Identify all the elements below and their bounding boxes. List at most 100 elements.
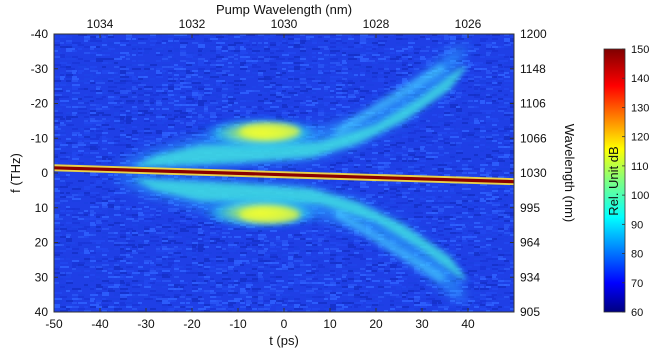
noise-pixel: [282, 256, 289, 258]
noise-pixel: [312, 224, 319, 226]
noise-pixel: [66, 230, 73, 232]
noise-pixel: [66, 104, 70, 106]
noise-pixel: [420, 202, 429, 204]
noise-pixel: [54, 230, 61, 232]
noise-pixel: [168, 40, 173, 42]
noise-pixel: [180, 216, 185, 218]
noise-pixel: [90, 204, 94, 206]
noise-pixel: [168, 128, 176, 130]
noise-pixel: [408, 54, 416, 56]
noise-pixel: [72, 252, 80, 254]
noise-pixel: [72, 146, 78, 148]
noise-pixel: [420, 232, 425, 234]
noise-pixel: [174, 34, 183, 36]
noise-pixel: [54, 82, 62, 84]
noise-pixel: [78, 186, 82, 188]
noise-pixel: [426, 198, 434, 200]
noise-pixel: [480, 134, 489, 136]
noise-pixel: [408, 66, 413, 68]
noise-pixel: [354, 164, 361, 166]
noise-pixel: [258, 236, 267, 238]
noise-pixel: [120, 118, 124, 120]
noise-pixel: [186, 96, 192, 98]
noise-pixel: [96, 186, 103, 188]
noise-pixel: [246, 86, 250, 88]
noise-pixel: [138, 218, 144, 220]
noise-pixel: [192, 92, 200, 94]
noise-pixel: [186, 56, 193, 58]
noise-pixel: [252, 44, 257, 46]
noise-pixel: [186, 80, 195, 82]
noise-pixel: [294, 62, 303, 64]
noise-pixel: [444, 134, 450, 136]
noise-pixel: [156, 260, 162, 262]
noise-pixel: [414, 186, 420, 188]
noise-pixel: [510, 56, 514, 58]
noise-pixel: [402, 154, 410, 156]
noise-pixel: [372, 66, 376, 68]
noise-pixel: [114, 62, 118, 64]
noise-pixel: [468, 132, 475, 134]
noise-pixel: [126, 120, 133, 122]
noise-pixel: [198, 94, 205, 96]
noise-pixel: [432, 34, 437, 36]
noise-pixel: [378, 92, 386, 94]
noise-pixel: [192, 116, 201, 118]
noise-pixel: [120, 126, 127, 128]
noise-pixel: [432, 58, 439, 60]
noise-pixel: [126, 256, 133, 258]
noise-pixel: [456, 202, 462, 204]
noise-pixel: [390, 52, 395, 54]
noise-pixel: [462, 238, 466, 240]
noise-pixel: [144, 50, 150, 52]
noise-pixel: [510, 244, 514, 246]
noise-pixel: [402, 194, 406, 196]
noise-pixel: [126, 150, 130, 152]
noise-pixel: [426, 104, 432, 106]
noise-pixel: [324, 252, 330, 254]
noise-pixel: [366, 160, 371, 162]
noise-pixel: [432, 234, 440, 236]
noise-pixel: [486, 212, 493, 214]
noise-pixel: [84, 164, 90, 166]
noise-pixel: [192, 252, 196, 254]
noise-pixel: [90, 208, 99, 210]
noise-pixel: [384, 250, 389, 252]
noise-pixel: [318, 170, 324, 172]
noise-pixel: [72, 208, 80, 210]
noise-pixel: [288, 46, 293, 48]
noise-pixel: [156, 76, 163, 78]
noise-pixel: [162, 224, 171, 226]
noise-pixel: [510, 214, 514, 216]
noise-pixel: [438, 170, 444, 172]
noise-pixel: [108, 100, 114, 102]
noise-pixel: [480, 84, 486, 86]
noise-pixel: [102, 44, 107, 46]
noise-pixel: [498, 46, 504, 48]
noise-pixel: [144, 88, 152, 90]
noise-pixel: [306, 246, 312, 248]
noise-pixel: [288, 102, 293, 104]
noise-pixel: [174, 260, 180, 262]
noise-pixel: [132, 118, 137, 120]
noise-pixel: [354, 156, 360, 158]
noise-pixel: [150, 64, 157, 66]
noise-pixel: [54, 88, 62, 90]
noise-pixel: [120, 212, 124, 214]
noise-pixel: [360, 184, 368, 186]
noise-pixel: [300, 70, 308, 72]
noise-pixel: [414, 196, 423, 198]
noise-pixel: [450, 114, 454, 116]
noise-pixel: [114, 52, 119, 54]
noise-pixel: [54, 40, 63, 42]
noise-pixel: [348, 68, 352, 70]
noise-pixel: [348, 230, 353, 232]
noise-pixel: [144, 120, 151, 122]
noise-pixel: [300, 240, 307, 242]
noise-pixel: [78, 44, 84, 46]
noise-pixel: [174, 60, 178, 62]
noise-pixel: [210, 168, 214, 170]
noise-pixel: [282, 44, 286, 46]
noise-pixel: [252, 72, 259, 74]
noise-pixel: [252, 70, 259, 72]
